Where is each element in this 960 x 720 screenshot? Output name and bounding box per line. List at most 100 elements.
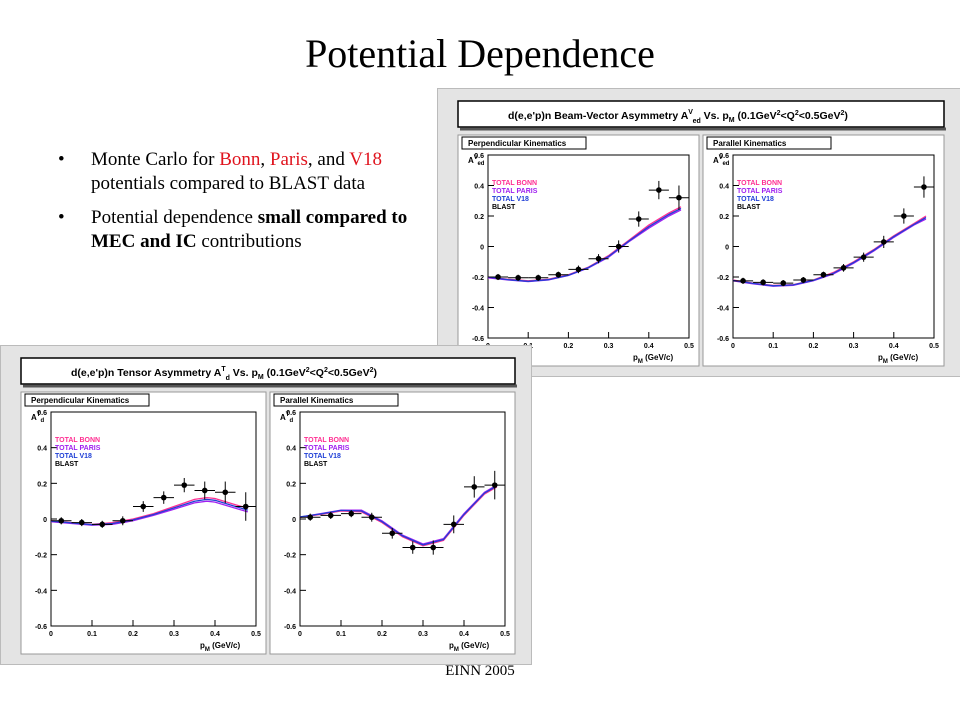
y-label-sub: d — [289, 418, 293, 424]
y-tick-label: -0.4 — [35, 588, 47, 595]
title-sup: 2 — [324, 367, 328, 374]
series-line-total-v18 — [299, 485, 498, 546]
bullet-2-part: contributions — [196, 231, 302, 252]
x-tick-label: 0.2 — [377, 631, 387, 638]
y-tick-label: 0 — [480, 245, 484, 252]
legend-entry: TOTAL PARIS — [737, 188, 783, 195]
y-label-sup: T — [37, 412, 41, 418]
blast-point — [119, 517, 126, 524]
y-tick-label: -0.2 — [717, 275, 729, 282]
legend-entry: TOTAL V18 — [492, 196, 529, 203]
x-tick-label: 0.4 — [459, 631, 469, 638]
blast-point — [201, 487, 208, 494]
beam-vector-asymmetry-figure: d(e,e'p)n Beam-Vector Asymmetry AVed Vs.… — [437, 88, 960, 377]
paris-label: Paris — [269, 149, 308, 170]
y-tick-label: 0.4 — [286, 446, 296, 453]
legend-entry: TOTAL BONN — [737, 180, 782, 187]
blast-point — [676, 194, 682, 201]
x-tick-label: 0.3 — [169, 631, 179, 638]
y-tick-label: 0 — [43, 517, 47, 524]
blast-point — [491, 482, 498, 488]
blast-point — [307, 514, 314, 521]
y-label-main: A — [31, 413, 37, 422]
title-sup: 2 — [841, 110, 845, 117]
blast-point — [880, 239, 887, 245]
y-tick-label: -0.6 — [472, 336, 484, 343]
bullet-2-part: Potential dependence — [91, 207, 258, 228]
panel-label: Parallel Kinematics — [713, 139, 787, 148]
title-part: <0.5GeV — [799, 110, 841, 122]
y-tick-label: -0.6 — [284, 624, 296, 631]
y-tick-label: -0.6 — [35, 624, 47, 631]
x-axis-label: pM (GeV/c) — [200, 641, 240, 653]
title-part: Vs. p — [701, 110, 729, 122]
blast-point — [535, 274, 542, 281]
panel-label: Perpendicular Kinematics — [31, 396, 130, 405]
blast-point — [78, 519, 85, 526]
panel-frame — [269, 391, 516, 655]
y-tick-label: 0.2 — [719, 214, 729, 221]
blast-point — [222, 489, 229, 496]
y-tick-label: 0.4 — [474, 184, 484, 191]
y-tick-label: 0.6 — [719, 153, 729, 160]
blast-point — [160, 494, 167, 501]
x-tick-label: 0.3 — [849, 343, 859, 350]
legend-entry: BLAST — [55, 461, 79, 468]
legend-entry: TOTAL V18 — [304, 453, 341, 460]
blast-point — [615, 243, 622, 250]
y-tick-label: -0.4 — [717, 306, 729, 313]
title-part: ) — [844, 110, 848, 122]
x-tick-label: 0.4 — [644, 343, 654, 350]
blast-point — [901, 213, 907, 219]
title-part: d(e,e'p)n Tensor Asymmetry A — [71, 367, 222, 379]
x-tick-label: 0.5 — [500, 631, 510, 638]
panel-frame — [702, 134, 945, 367]
blast-point — [780, 280, 787, 286]
blast-point — [99, 521, 106, 528]
x-tick-label: 0.2 — [128, 631, 138, 638]
chart-title: d(e,e'p)n Tensor Asymmetry ATd Vs. pM (0… — [71, 366, 377, 382]
chart-title-box — [457, 100, 945, 128]
title-sub: M — [729, 117, 735, 124]
blast-point — [348, 510, 355, 517]
y-axis-label: AVed — [468, 155, 485, 167]
x-axis-label: pM (GeV/c) — [633, 353, 673, 365]
blast-point — [760, 279, 766, 286]
y-tick-label: 0.6 — [37, 410, 47, 417]
panel-label: Perpendicular Kinematics — [468, 139, 567, 148]
bullet-1-part: Monte Carlo for — [91, 149, 220, 170]
x-tick-label: 0.1 — [336, 631, 346, 638]
y-tick-label: 0.6 — [474, 153, 484, 160]
x-tick-label: 0.3 — [604, 343, 614, 350]
y-label-sup: V — [474, 155, 478, 161]
x-label-main: p — [878, 353, 883, 362]
y-tick-label: 0 — [292, 517, 296, 524]
y-label-main: A — [713, 156, 719, 165]
legend-entry: TOTAL BONN — [55, 437, 100, 444]
blast-point — [575, 266, 582, 273]
y-label-sub: ed — [477, 161, 484, 167]
legend-entry: BLAST — [492, 204, 516, 211]
x-label-unit: (GeV/c) — [210, 641, 241, 650]
x-label-unit: (GeV/c) — [643, 353, 674, 362]
blast-point — [800, 277, 807, 283]
title-sub: M — [258, 374, 264, 381]
title-part: (0.1GeV — [735, 110, 777, 122]
blast-point — [409, 544, 416, 551]
slide-footer: EINN 2005 — [445, 663, 515, 679]
y-tick-label: -0.2 — [284, 553, 296, 560]
bullet-text-2: Potential dependence small compared to M… — [91, 207, 407, 252]
y-tick-label: -0.2 — [472, 275, 484, 282]
x-tick-label: 0.4 — [889, 343, 899, 350]
panel-label: Parallel Kinematics — [280, 396, 354, 405]
blast-point — [656, 187, 662, 193]
y-label-sub: ed — [722, 161, 729, 167]
blast-point — [181, 482, 188, 488]
series-line-total-v18 — [487, 207, 682, 282]
panel-label-box — [461, 136, 587, 150]
legend-entry: TOTAL BONN — [304, 437, 349, 444]
y-axis-label: AVed — [713, 155, 730, 167]
x-label-sub: M — [883, 359, 888, 365]
y-tick-label: -0.6 — [717, 336, 729, 343]
